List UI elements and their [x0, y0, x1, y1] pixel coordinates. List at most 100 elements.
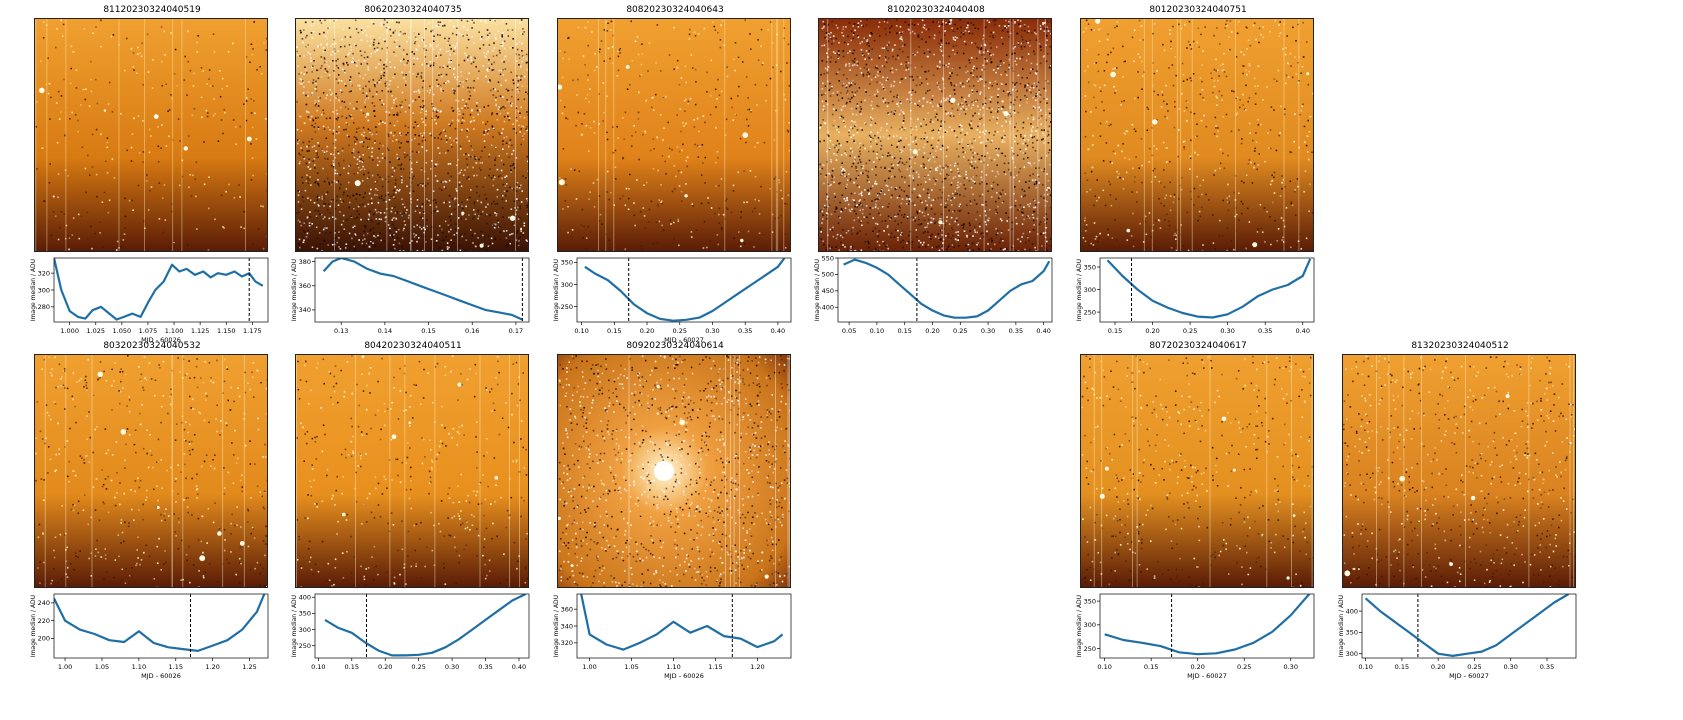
panel-80420230324040511: 80420230324040511 0.10 0.15 0.20 0.25 0.30 0.3… [291, 340, 533, 680]
y-tick-label: 280 [38, 303, 50, 311]
x-tick-label: 0.30 [1283, 663, 1297, 671]
y-tick-label: 300 [299, 626, 311, 634]
median-series-line [580, 594, 784, 651]
sky-image-canvas [1343, 355, 1575, 587]
median-plot-svg: 1.000 1.025 1.050 1.075 1.100 1.125 1.150 1.175… [30, 257, 269, 344]
panel-80720230324040617: 80720230324040617 0.10 0.15 0.20 0.25 0.30 250… [1076, 340, 1318, 680]
sky-image-canvas [296, 19, 528, 251]
median-plot-svg: 0.10 0.15 0.20 0.25 0.30 250 300 350 MJD - 60027… [1076, 593, 1315, 680]
y-tick-label: 350 [1346, 629, 1358, 637]
x-tick-label: 0.10 [311, 663, 325, 671]
plot-frame [1361, 593, 1577, 659]
y-tick-label: 240 [38, 599, 50, 607]
y-tick-label: 350 [561, 259, 573, 267]
y-axis-label: Image median / ADU [30, 259, 37, 321]
x-tick-label: 0.35 [478, 663, 492, 671]
plot-frame [576, 257, 792, 323]
y-tick-label: 300 [1084, 286, 1096, 294]
x-tick-label: 0.10 [1358, 663, 1372, 671]
y-tick-label: 250 [299, 642, 311, 650]
x-tick-label: 0.13 [334, 327, 348, 335]
y-tick-label: 450 [822, 287, 834, 295]
median-plot-svg: 0.10 0.15 0.20 0.25 0.30 0.35 0.40 250 300 350 MJD… [553, 257, 792, 344]
y-tick-label: 350 [1084, 597, 1096, 605]
x-tick-label: 1.20 [205, 663, 219, 671]
x-tick-label: 1.15 [169, 663, 183, 671]
x-tick-label: 1.15 [708, 663, 722, 671]
panel-title: 81320230324040512 [1411, 341, 1509, 351]
x-tick-label: 0.25 [953, 327, 967, 335]
x-tick-label: 1.25 [242, 663, 256, 671]
panel-81020230324040408: 81020230324040408 0.05 0.10 0.15 0.20 0.25 0.3… [814, 4, 1056, 344]
median-plot: 0.15 0.20 0.25 0.30 0.35 0.40 250 300 350 Image m… [1076, 257, 1318, 344]
x-tick-label: 0.10 [870, 327, 884, 335]
y-tick-label: 320 [38, 269, 50, 277]
x-tick-label: 0.35 [738, 327, 752, 335]
sky-image [1080, 354, 1314, 588]
y-tick-label: 350 [299, 610, 311, 618]
panel-81320230324040512: 81320230324040512 0.10 0.15 0.20 0.25 0.30 0.3… [1338, 340, 1580, 680]
x-tick-label: 0.10 [1097, 663, 1111, 671]
y-axis-label: Image median / ADU [553, 259, 560, 321]
x-axis-label: MJD - 60027 [664, 336, 704, 344]
median-series-line [54, 594, 266, 653]
median-plot: 1.00 1.05 1.10 1.15 1.20 1.25 200 220 240 MJD - 6… [30, 593, 272, 680]
median-series-line [54, 258, 264, 321]
y-tick-label: 250 [1084, 308, 1096, 316]
median-plot-svg: 1.00 1.05 1.10 1.15 1.20 1.25 200 220 240 MJD - 6… [30, 593, 269, 680]
sky-image-canvas [296, 355, 528, 587]
median-plot: 1.00 1.05 1.10 1.15 1.20 320 340 360 MJD - 60026… [553, 593, 795, 680]
x-tick-label: 0.25 [1237, 663, 1251, 671]
median-series-line [1106, 258, 1312, 319]
x-tick-label: 0.05 [842, 327, 856, 335]
y-axis-label: Image median / ADU [553, 595, 560, 657]
y-tick-label: 300 [1084, 621, 1096, 629]
sky-image-canvas [1081, 19, 1313, 251]
x-tick-label: 1.125 [191, 327, 210, 335]
median-plot: 0.10 0.15 0.20 0.25 0.30 250 300 350 MJD - 60027… [1076, 593, 1318, 680]
panel-title: 80120230324040751 [1149, 5, 1247, 15]
median-plot: 0.13 0.14 0.15 0.16 0.17 340 360 380 Image media… [291, 257, 533, 344]
sky-image-canvas [35, 19, 267, 251]
y-tick-label: 340 [561, 622, 573, 630]
x-tick-label: 0.16 [465, 327, 479, 335]
median-plot: 1.000 1.025 1.050 1.075 1.100 1.125 1.150 1.175… [30, 257, 272, 344]
y-tick-label: 300 [38, 286, 50, 294]
x-tick-label: 1.050 [113, 327, 132, 335]
x-tick-label: 0.35 [1009, 327, 1023, 335]
panel-title: 80420230324040511 [364, 341, 462, 351]
x-tick-label: 0.40 [512, 663, 526, 671]
y-tick-label: 300 [1346, 650, 1358, 658]
panel-title: 80820230324040643 [626, 5, 724, 15]
x-tick-label: 0.20 [1145, 327, 1159, 335]
x-tick-label: 0.15 [1144, 663, 1158, 671]
x-tick-label: 1.10 [132, 663, 146, 671]
plot-frame [576, 593, 792, 659]
median-plot-svg: 0.10 0.15 0.20 0.25 0.30 0.35 300 350 400 MJD - 6… [1338, 593, 1577, 680]
y-axis-label: Image median / ADU [1076, 259, 1083, 321]
sky-image [34, 18, 268, 252]
y-tick-label: 360 [299, 282, 311, 290]
x-tick-label: 0.14 [378, 327, 392, 335]
y-tick-label: 350 [1084, 263, 1096, 271]
x-tick-label: 0.35 [1258, 327, 1272, 335]
median-series-line [843, 258, 1051, 319]
y-tick-label: 300 [561, 281, 573, 289]
x-tick-label: 0.15 [897, 327, 911, 335]
panel-title: 80620230324040735 [364, 5, 462, 15]
sky-image [818, 18, 1052, 252]
y-tick-label: 500 [822, 271, 834, 279]
sky-image [557, 354, 791, 588]
plot-frame [314, 257, 530, 323]
y-tick-label: 250 [561, 303, 573, 311]
y-tick-label: 320 [561, 639, 573, 647]
median-series-line [322, 258, 523, 321]
x-tick-label: 0.30 [981, 327, 995, 335]
x-tick-label: 0.15 [607, 327, 621, 335]
x-tick-label: 0.30 [445, 663, 459, 671]
panel-80920230324040614: 80920230324040614 1.00 1.05 1.10 1.15 1.20 320… [553, 340, 795, 680]
panel-80820230324040643: 80820230324040643 0.10 0.15 0.20 0.25 0.30 0.3… [553, 4, 795, 344]
median-plot: 0.10 0.15 0.20 0.25 0.30 0.35 0.40 250 300 350 400… [291, 594, 533, 680]
